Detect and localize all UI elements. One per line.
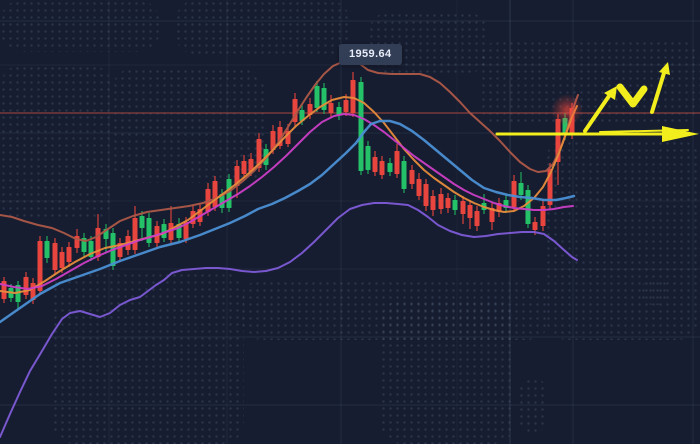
candle-up bbox=[467, 205, 473, 218]
candle-up bbox=[350, 80, 356, 113]
candle-up bbox=[307, 104, 313, 115]
resistance-line-overstroke bbox=[599, 129, 689, 133]
candle-up bbox=[532, 222, 538, 230]
breakout-arrow-1-head bbox=[604, 86, 617, 100]
candle-up bbox=[511, 181, 517, 207]
drawn-annotations[interactable] bbox=[495, 62, 699, 142]
candle-up bbox=[328, 103, 334, 113]
candle-down bbox=[525, 190, 531, 224]
candle-down bbox=[336, 107, 342, 115]
candle-up bbox=[460, 201, 466, 214]
candle-up bbox=[256, 139, 262, 168]
candle-up bbox=[95, 228, 101, 257]
candles bbox=[1, 72, 575, 310]
breakout-arrow-3-head bbox=[659, 62, 670, 75]
candle-up bbox=[438, 194, 444, 209]
ma-magenta-line bbox=[0, 113, 574, 290]
candle-down bbox=[358, 82, 364, 171]
candle-up bbox=[23, 277, 29, 295]
candle-down bbox=[44, 241, 50, 258]
candle-up bbox=[59, 252, 65, 268]
breakout-arrow-1[interactable] bbox=[583, 94, 611, 133]
price-label: 1959.64 bbox=[339, 44, 402, 65]
candle-down bbox=[518, 183, 524, 195]
candle-down bbox=[401, 161, 407, 189]
candle-down bbox=[365, 146, 371, 170]
candle-up bbox=[474, 211, 480, 226]
candle-up bbox=[343, 100, 349, 112]
latest-price-glow bbox=[551, 94, 583, 126]
candle-down bbox=[146, 218, 152, 243]
ma-orange-line bbox=[0, 96, 578, 294]
candle-down bbox=[314, 86, 320, 108]
candle-up bbox=[37, 241, 43, 291]
candle-up bbox=[379, 161, 385, 175]
breakout-arrow-3[interactable] bbox=[650, 71, 666, 114]
candle-down bbox=[299, 110, 305, 121]
ma-blue-line bbox=[0, 119, 576, 324]
candle-up bbox=[416, 179, 422, 196]
candle-up bbox=[52, 243, 58, 270]
candle-down bbox=[452, 200, 458, 210]
breakout-mark-2[interactable] bbox=[616, 83, 648, 108]
candle-up bbox=[394, 151, 400, 174]
candle-up bbox=[183, 222, 189, 239]
candle-down bbox=[15, 285, 21, 302]
bollinger-lower-line bbox=[0, 202, 578, 438]
candle-up bbox=[132, 218, 138, 250]
candle-up bbox=[372, 157, 378, 172]
candle-up bbox=[241, 161, 247, 174]
candle-down bbox=[139, 216, 145, 228]
candle-up bbox=[409, 170, 415, 184]
candle-up bbox=[445, 198, 451, 208]
candle-down bbox=[387, 163, 393, 172]
candle-up bbox=[489, 208, 495, 222]
candle-up bbox=[423, 184, 429, 206]
candle-up bbox=[430, 196, 436, 210]
candle-up bbox=[168, 223, 174, 240]
candle-up bbox=[270, 131, 276, 150]
candle-up bbox=[66, 247, 72, 262]
candle-up bbox=[212, 181, 218, 207]
bollinger-upper-line bbox=[0, 60, 579, 242]
